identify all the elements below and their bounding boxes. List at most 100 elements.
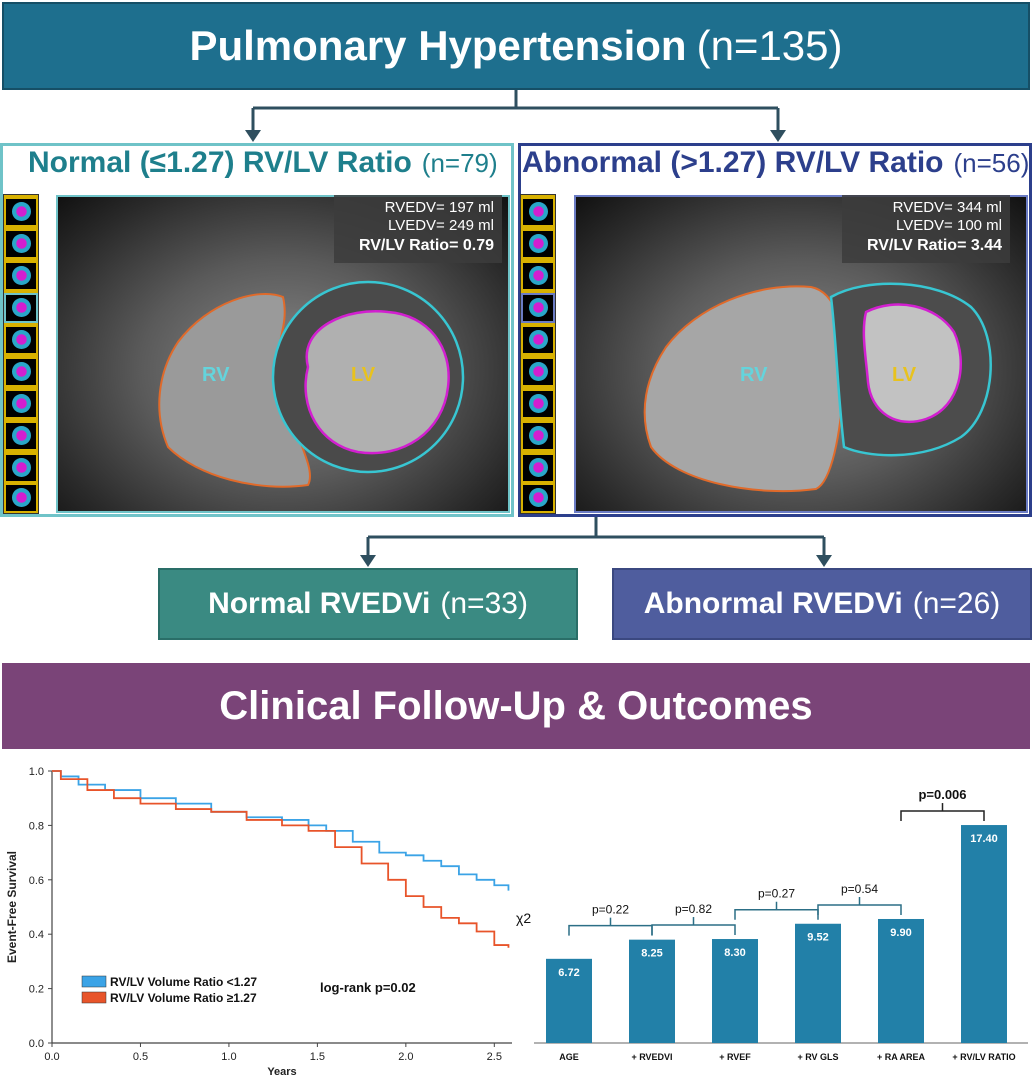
bar <box>795 923 841 1043</box>
y-tick-label: 0.0 <box>29 1038 44 1050</box>
comparison-bracket <box>817 904 902 915</box>
survival-axes: 0.0 0.2 0.4 0.6 0.8 1.0 0.0 0.5 1.0 1.5 2.0 2.5 Year… <box>5 766 512 1078</box>
right-lv-label: LV <box>892 364 917 386</box>
left-mri-image <box>56 195 510 513</box>
right-heading-count: (n=56) <box>953 148 1030 178</box>
bar <box>961 825 1007 1043</box>
x-tick-label: 2.5 <box>487 1051 502 1063</box>
right-lvedv: LVEDV= 100 ml <box>895 217 1002 234</box>
right-frame-strip <box>520 194 556 514</box>
bar-value-label: 9.52 <box>807 932 828 944</box>
survival-lines <box>52 770 510 948</box>
left-contours <box>158 280 465 488</box>
frame-thumbnail <box>523 231 553 257</box>
frame-thumbnail <box>6 485 36 511</box>
frame-thumbnail-selected <box>4 293 38 323</box>
comparison-p-value: p=0.22 <box>592 903 629 917</box>
frame-thumbnail <box>523 359 553 385</box>
x-tick-label: 0.0 <box>44 1051 59 1063</box>
title-count: (n=135) <box>696 22 843 69</box>
x-axis-label: Years <box>267 1066 296 1078</box>
left-ratio: RV/LV Ratio= 0.79 <box>358 237 494 254</box>
comparison-p-value: p=0.006 <box>918 787 966 802</box>
left-lv-label: LV <box>351 364 376 386</box>
frame-thumbnail <box>6 423 36 449</box>
comparison-p-value: p=0.27 <box>758 887 795 901</box>
left-rv-label: RV <box>202 364 230 386</box>
frame-thumbnail <box>523 423 553 449</box>
x-tick-label: 2.0 <box>398 1051 413 1063</box>
bar <box>629 939 675 1043</box>
frame-thumbnail <box>6 199 36 225</box>
title-text: Pulmonary Hypertension <box>189 22 687 69</box>
comparison-p-value: p=0.82 <box>675 902 712 916</box>
survival-line-low-ratio <box>52 770 510 891</box>
bar-category-label: AGE <box>559 1052 579 1062</box>
normal-rvedvi-box: Normal RVEDVi (n=33) <box>158 568 578 640</box>
abnormal-rvedvi-label: Abnormal RVEDVi <box>643 587 903 620</box>
clinical-banner-text: Clinical Follow-Up & Outcomes <box>219 683 813 728</box>
frame-thumbnail-selected <box>521 293 555 323</box>
normal-rvedvi-label: Normal RVEDVi <box>208 587 431 620</box>
chi-square-label: χ2 <box>516 910 531 926</box>
left-panel <box>0 143 514 517</box>
bar-value-label: 17.40 <box>970 833 998 845</box>
left-panel-heading: Normal (≤1.27) RV/LV Ratio (n=79) <box>28 146 498 180</box>
title-banner: Pulmonary Hypertension (n=135) <box>2 2 1030 90</box>
abnormal-rvedvi-box: Abnormal RVEDVi (n=26) <box>612 568 1032 640</box>
bar-value-label: 6.72 <box>558 967 579 979</box>
frame-thumbnail <box>523 485 553 511</box>
bar-value-label: 8.25 <box>641 948 662 960</box>
chi-square-bar-chart: 6.72 AGE 8.25 + RVEDVI 8.30 + RVEF 9.52 + RV GL… <box>534 787 1028 1062</box>
survival-legend: RV/LV Volume Ratio <1.27 RV/LV Volume Rat… <box>81 910 531 1005</box>
legend-label: RV/LV Volume Ratio <1.27 <box>110 975 257 989</box>
bar-category-label: + RVEF <box>719 1052 751 1062</box>
comparison-bracket <box>734 908 819 920</box>
right-heading-text: Abnormal (>1.27) RV/LV Ratio <box>522 146 944 179</box>
bar-value-label: 9.90 <box>890 927 911 939</box>
comparison-bracket <box>651 924 736 936</box>
survival-chart: 0.0 0.2 0.4 0.6 0.8 1.0 0.0 0.5 1.0 1.5 2.0 2.5 Year… <box>5 766 531 1078</box>
bar-category-label: + RVEDVI <box>631 1052 672 1062</box>
frame-thumbnail <box>523 391 553 417</box>
y-tick-label: 1.0 <box>29 766 44 778</box>
frame-thumbnail <box>6 263 36 289</box>
x-tick-label: 1.0 <box>221 1051 236 1063</box>
normal-rvedvi-count: (n=33) <box>440 587 528 620</box>
frame-thumbnail <box>6 359 36 385</box>
y-axis-label: Event-Free Survival <box>5 851 19 963</box>
sub-branch-arrows <box>360 517 832 567</box>
bar-category-label: + RA AREA <box>877 1052 926 1062</box>
right-panel-heading: Abnormal (>1.27) RV/LV Ratio (n=56) <box>522 146 1029 180</box>
right-info-box: RVEDV= 344 ml LVEDV= 100 ml RV/LV Ratio=… <box>842 195 1010 263</box>
frame-thumbnail <box>523 263 553 289</box>
y-tick-label: 0.6 <box>29 875 44 887</box>
frame-thumbnail <box>6 327 36 353</box>
left-rvedv: RVEDV= 197 ml <box>384 199 494 216</box>
legend-swatch <box>81 975 107 988</box>
left-heading-count: (n=79) <box>421 148 498 178</box>
bar <box>712 939 758 1043</box>
bar-category-label: + RV/LV RATIO <box>952 1052 1015 1062</box>
comparison-p-value: p=0.54 <box>841 882 878 896</box>
comparison-bracket <box>900 810 985 822</box>
right-rv-label: RV <box>740 364 768 386</box>
right-ratio: RV/LV Ratio= 3.44 <box>866 237 1002 254</box>
frame-thumbnail <box>6 391 36 417</box>
y-tick-label: 0.4 <box>29 929 44 941</box>
right-rvedv: RVEDV= 344 ml <box>892 199 1002 216</box>
frame-thumbnail <box>523 327 553 353</box>
legend-swatch <box>81 991 107 1004</box>
left-frame-strip <box>3 194 39 514</box>
frame-thumbnail <box>523 199 553 225</box>
x-tick-label: 1.5 <box>310 1051 325 1063</box>
top-branch-arrows <box>245 90 786 142</box>
right-panel <box>518 143 1032 517</box>
x-tick-label: 0.5 <box>133 1051 148 1063</box>
left-info-box: RVEDV= 197 ml LVEDV= 249 ml RV/LV Ratio=… <box>334 195 502 263</box>
frame-thumbnail <box>6 231 36 257</box>
frame-thumbnail <box>523 455 553 481</box>
logrank-annotation: log-rank p=0.02 <box>320 980 416 995</box>
comparison-bracket <box>568 924 653 936</box>
abnormal-rvedvi-count: (n=26) <box>912 587 1001 620</box>
